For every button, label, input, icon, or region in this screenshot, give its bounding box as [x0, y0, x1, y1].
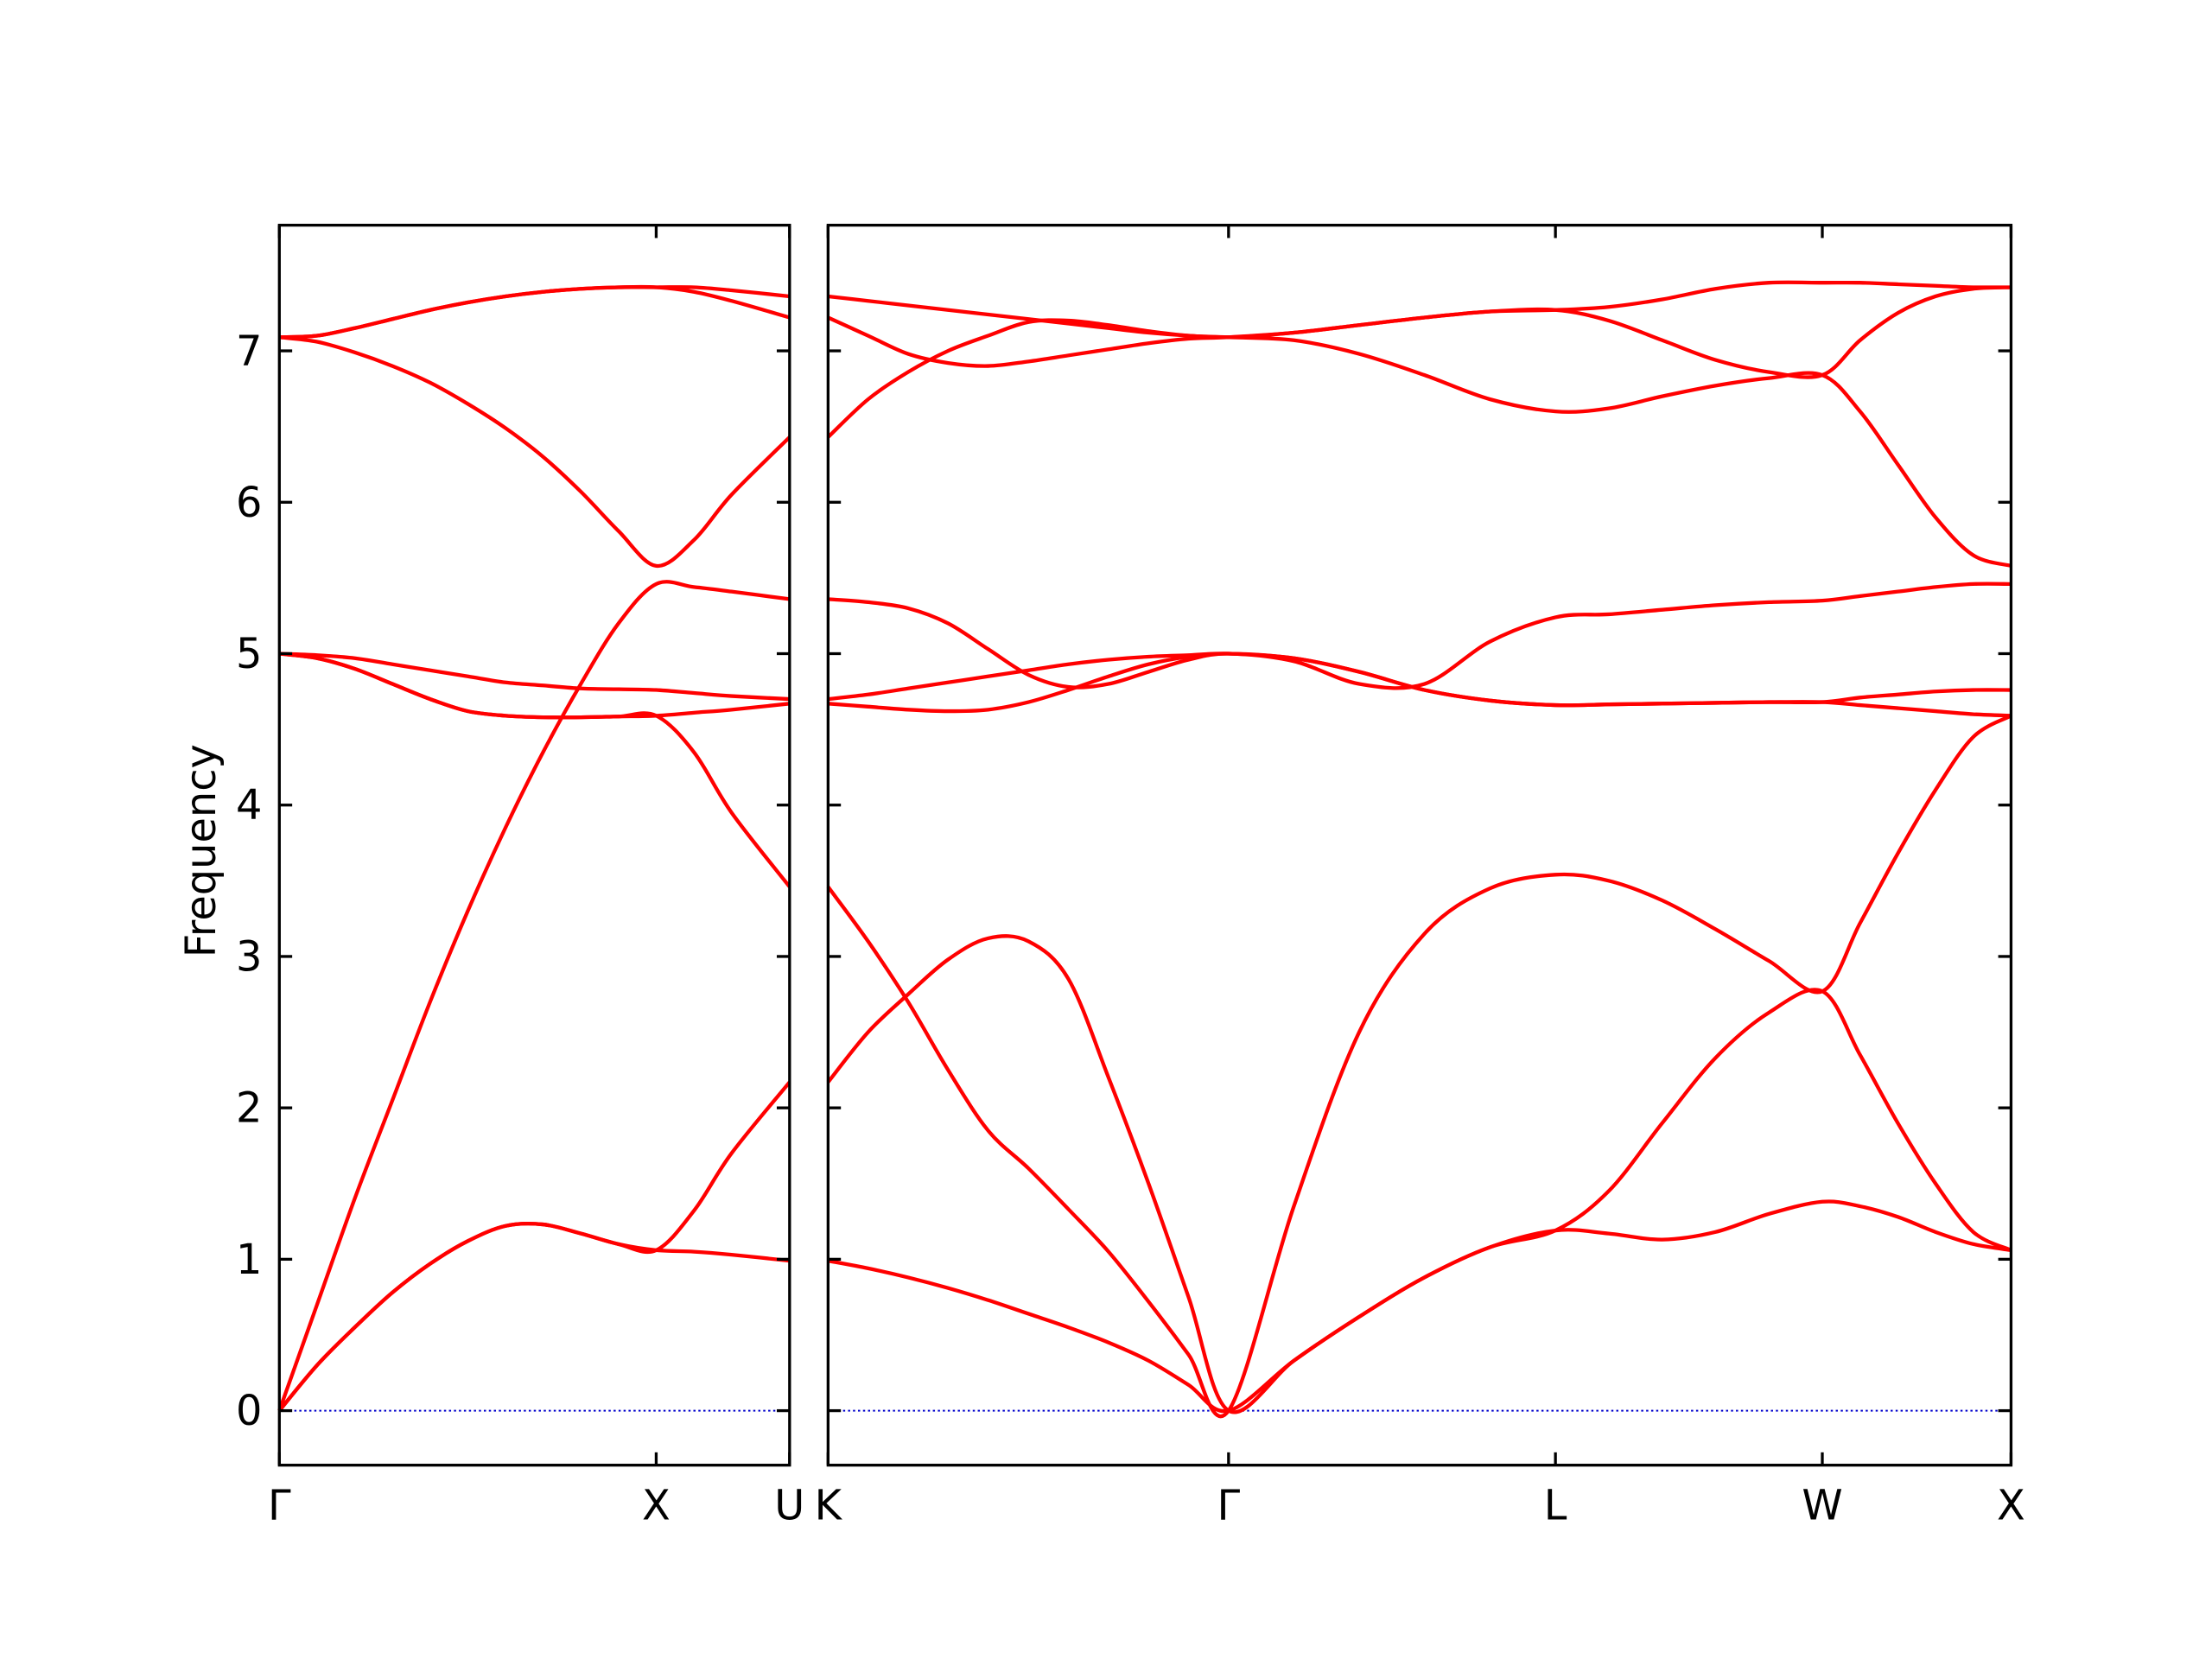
y-tick-label: 3 — [236, 933, 262, 981]
band-line — [826, 714, 2012, 1419]
band-line — [826, 934, 2012, 1414]
band-line — [826, 318, 2012, 568]
y-tick-label: 5 — [236, 631, 262, 678]
y-tick-label: 4 — [236, 782, 262, 830]
band-line — [277, 580, 791, 1412]
band-line — [279, 652, 790, 702]
x-tick-label: Γ — [1217, 1482, 1241, 1529]
x-tick-label: Γ — [268, 1482, 291, 1529]
band-line — [828, 280, 2012, 340]
y-tick-label: 6 — [236, 480, 262, 527]
y-axis-label: Frequency — [178, 744, 226, 957]
band-line — [827, 1199, 2012, 1414]
y-tick-label: 0 — [236, 1388, 262, 1435]
band-line — [827, 285, 2012, 379]
band-line — [279, 285, 791, 340]
y-tick-label: 2 — [236, 1085, 262, 1133]
x-tick-label: X — [1997, 1482, 2025, 1529]
band-line — [277, 1221, 791, 1412]
x-tick-label: W — [1802, 1482, 1842, 1529]
band-line — [828, 582, 2012, 690]
x-tick-label: K — [815, 1482, 843, 1529]
x-tick-label: X — [642, 1482, 671, 1529]
band-line — [279, 652, 791, 720]
x-tick-label: U — [774, 1482, 804, 1529]
y-tick-label: 1 — [236, 1236, 262, 1284]
band-line — [277, 1081, 791, 1412]
band-line — [279, 335, 791, 569]
band-line — [828, 652, 2012, 708]
x-tick-label: L — [1544, 1482, 1567, 1529]
y-tick-label: 7 — [236, 328, 262, 376]
plot-frame — [826, 223, 2013, 1467]
plot-frame — [277, 223, 791, 1467]
